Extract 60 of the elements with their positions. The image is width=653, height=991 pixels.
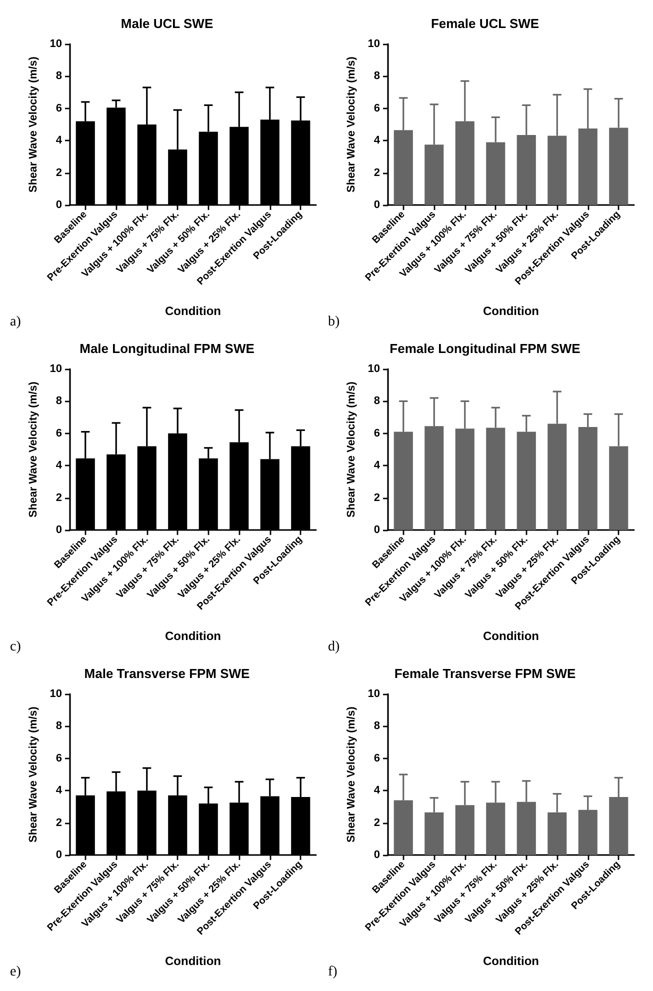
y-tick-label: 8: [374, 720, 380, 732]
y-tick-label: 4: [374, 134, 381, 147]
chart-title: Female Longitudinal FPM SWE: [390, 341, 581, 356]
y-tick-label: 4: [56, 460, 63, 472]
y-axis-title: Shear Wave Velocity (m/s): [345, 381, 358, 518]
y-axis-title: Shear Wave Velocity (m/s): [345, 56, 358, 192]
y-axis-title: Shear Wave Velocity (m/s): [27, 56, 40, 192]
x-axis-title: Condition: [483, 304, 539, 318]
y-tick-label: 2: [56, 492, 62, 504]
y-tick-label: 4: [56, 784, 63, 797]
y-axis-title: Shear Wave Velocity (m/s): [27, 381, 40, 518]
y-tick-label: 6: [374, 752, 380, 764]
text: b): [328, 314, 340, 330]
chart-title: Female UCL SWE: [430, 16, 540, 31]
y-tick-label: 10: [368, 38, 380, 50]
x-axis-title: Condition: [165, 629, 221, 643]
y-tick-label: 4: [56, 134, 63, 147]
y-tick-label: 2: [56, 166, 62, 179]
y-tick-label: 6: [56, 102, 62, 114]
y-tick-label: 2: [374, 816, 380, 829]
y-tick-label: 8: [56, 70, 62, 82]
text: f): [328, 964, 338, 980]
chart-title: Male Longitudinal FPM SWE: [80, 341, 255, 356]
y-tick-label: 0: [56, 199, 62, 211]
y-tick-label: 8: [56, 720, 62, 732]
y-tick-label: 0: [56, 524, 62, 536]
y-tick-label: 0: [374, 199, 380, 211]
x-axis-title: Condition: [165, 304, 221, 318]
y-tick-label: 4: [374, 460, 381, 472]
x-axis-title: Condition: [165, 954, 221, 968]
x-axis-title: Condition: [483, 954, 539, 968]
text: e): [10, 964, 22, 980]
text: d): [328, 640, 340, 654]
y-tick-label: 10: [368, 363, 380, 375]
chart-title: Male Transverse FPM SWE: [84, 666, 250, 681]
y-tick-label: 2: [374, 492, 380, 504]
y-tick-label: 10: [368, 688, 380, 700]
y-tick-label: 8: [374, 395, 380, 408]
y-tick-label: 2: [56, 816, 62, 829]
chart-title: Female Transverse FPM SWE: [394, 666, 576, 681]
y-tick-label: 4: [374, 784, 381, 797]
y-tick-label: 10: [50, 688, 62, 700]
y-tick-label: 6: [56, 427, 62, 440]
y-tick-label: 10: [50, 38, 62, 50]
x-axis-title: Condition: [483, 629, 539, 643]
text: a): [10, 314, 22, 330]
y-tick-label: 8: [56, 395, 62, 408]
y-tick-label: 8: [374, 70, 380, 82]
text: c): [10, 640, 22, 654]
y-tick-label: 6: [374, 102, 380, 114]
chart-title: Male UCL SWE: [120, 16, 214, 31]
y-tick-label: 2: [374, 166, 380, 179]
y-tick-label: 0: [374, 524, 380, 536]
y-axis-title: Shear Wave Velocity (m/s): [345, 706, 358, 842]
y-axis-title: Shear Wave Velocity (m/s): [27, 706, 40, 842]
y-tick-label: 10: [50, 363, 62, 375]
y-tick-label: 0: [56, 849, 62, 861]
y-tick-label: 0: [374, 849, 380, 861]
y-tick-label: 6: [56, 752, 62, 764]
y-tick-label: 6: [374, 427, 380, 440]
